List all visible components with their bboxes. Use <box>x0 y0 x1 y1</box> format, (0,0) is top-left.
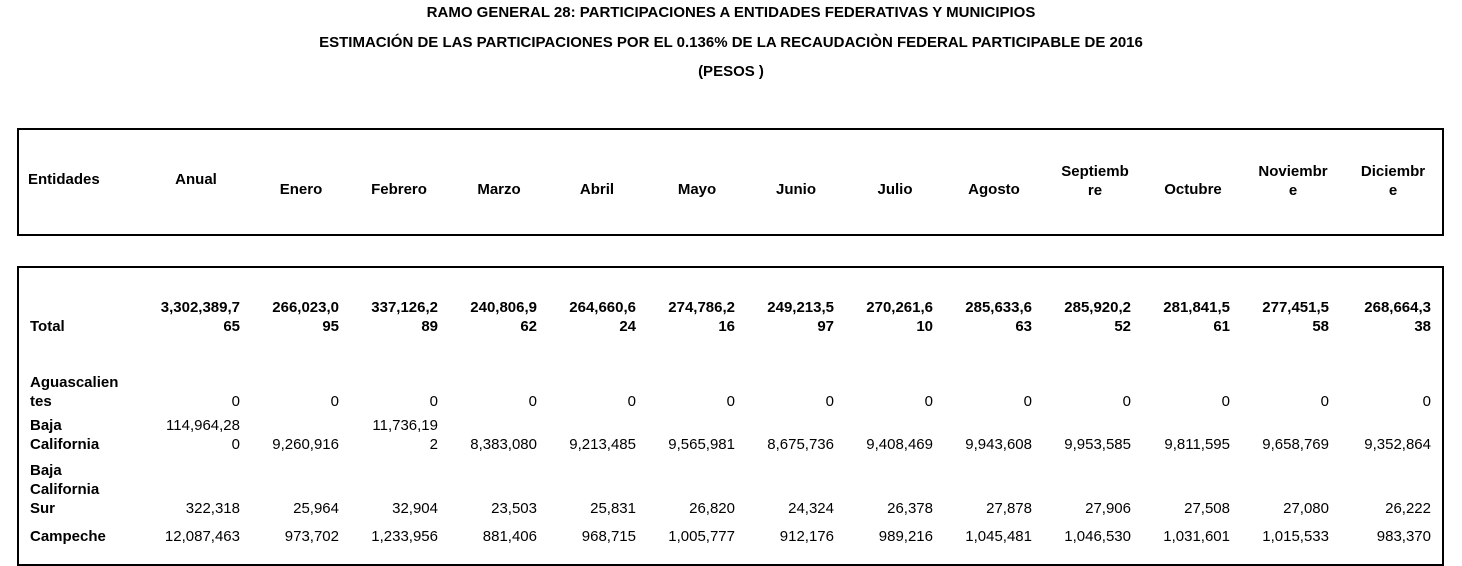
bc-mayo: 9,565,981 <box>668 436 735 453</box>
bc-septiembre: 9,953,585 <box>1064 436 1131 453</box>
total-octubre: 281,841,5 61 <box>1163 299 1230 335</box>
ags-julio: 0 <box>924 393 933 410</box>
row-entity-total: Total <box>30 318 65 335</box>
ags-agosto: 0 <box>1023 393 1032 410</box>
camp-junio: 912,176 <box>779 528 834 545</box>
header-enero: Enero <box>279 181 323 198</box>
bc-febrero: 11,736,19 2 <box>372 417 438 453</box>
bc-julio: 9,408,469 <box>866 436 933 453</box>
total-enero: 266,023,0 95 <box>272 299 339 335</box>
bc-abril: 9,213,485 <box>569 436 636 453</box>
camp-septiembre: 1,046,530 <box>1064 528 1131 545</box>
total-julio: 270,261,6 10 <box>866 299 933 335</box>
bcs-agosto: 27,878 <box>986 500 1032 517</box>
header-mayo: Mayo <box>677 181 717 198</box>
header-abril: Abril <box>579 181 615 198</box>
bcs-abril: 25,831 <box>590 500 636 517</box>
header-entidades: Entidades <box>28 171 100 188</box>
bcs-febrero: 32,904 <box>392 500 438 517</box>
total-marzo: 240,806,9 62 <box>470 299 537 335</box>
row-entity-baja-california-sur: Baja California Sur <box>30 462 100 517</box>
ags-enero: 0 <box>330 393 339 410</box>
camp-julio: 989,216 <box>878 528 933 545</box>
ags-diciembre: 0 <box>1422 393 1431 410</box>
ags-octubre: 0 <box>1221 393 1230 410</box>
report-units: (PESOS ) <box>698 63 764 80</box>
bc-anual: 114,964,28 0 <box>166 417 240 453</box>
camp-marzo: 881,406 <box>482 528 537 545</box>
header-agosto: Agosto <box>968 181 1020 198</box>
camp-agosto: 1,045,481 <box>965 528 1032 545</box>
ags-septiembre: 0 <box>1122 393 1131 410</box>
total-diciembre: 268,664,3 38 <box>1364 299 1431 335</box>
total-febrero: 337,126,2 89 <box>371 299 438 335</box>
camp-octubre: 1,031,601 <box>1163 528 1230 545</box>
bc-octubre: 9,811,595 <box>1164 436 1230 453</box>
total-agosto: 285,633,6 63 <box>965 299 1032 335</box>
bcs-septiembre: 27,906 <box>1085 500 1131 517</box>
camp-enero: 973,702 <box>284 528 339 545</box>
camp-anual: 12,087,463 <box>164 528 240 545</box>
bcs-mayo: 26,820 <box>689 500 735 517</box>
bc-diciembre: 9,352,864 <box>1364 436 1431 453</box>
total-anual: 3,302,389,7 65 <box>160 299 240 335</box>
bcs-enero: 25,964 <box>293 500 339 517</box>
bc-enero: 9,260,916 <box>272 436 339 453</box>
bcs-anual: 322,318 <box>185 500 240 517</box>
bcs-diciembre: 26,222 <box>1385 500 1431 517</box>
bcs-junio: 24,324 <box>788 500 834 517</box>
total-septiembre: 285,920,2 52 <box>1064 299 1131 335</box>
header-octubre: Octubre <box>1164 181 1222 198</box>
camp-febrero: 1,233,956 <box>371 528 438 545</box>
row-entity-baja-california: Baja California <box>30 417 100 453</box>
ags-anual: 0 <box>231 393 240 410</box>
total-noviembre: 277,451,5 58 <box>1262 299 1329 335</box>
total-abril: 264,660,6 24 <box>569 299 636 335</box>
header-noviembre: Noviembr e <box>1258 163 1328 199</box>
bc-marzo: 8,383,080 <box>470 436 537 453</box>
ags-abril: 0 <box>627 393 636 410</box>
total-junio: 249,213,5 97 <box>767 299 834 335</box>
header-anual: Anual <box>175 171 217 188</box>
bcs-noviembre: 27,080 <box>1283 500 1329 517</box>
table-header-box <box>17 128 1444 236</box>
ags-mayo: 0 <box>726 393 735 410</box>
bcs-julio: 26,378 <box>887 500 933 517</box>
header-junio: Junio <box>776 181 816 198</box>
camp-mayo: 1,005,777 <box>668 528 735 545</box>
bc-noviembre: 9,658,769 <box>1262 436 1329 453</box>
report-subtitle: ESTIMACIÓN DE LAS PARTICIPACIONES POR EL… <box>319 34 1143 51</box>
ags-marzo: 0 <box>528 393 537 410</box>
ags-noviembre: 0 <box>1320 393 1329 410</box>
bcs-octubre: 27,508 <box>1184 500 1230 517</box>
row-entity-campeche: Campeche <box>30 528 106 545</box>
total-mayo: 274,786,2 16 <box>668 299 735 335</box>
header-febrero: Febrero <box>371 181 427 198</box>
bc-agosto: 9,943,608 <box>965 436 1032 453</box>
camp-noviembre: 1,015,533 <box>1262 528 1329 545</box>
ags-febrero: 0 <box>429 393 438 410</box>
ags-junio: 0 <box>825 393 834 410</box>
header-marzo: Marzo <box>477 181 521 198</box>
bcs-marzo: 23,503 <box>491 500 537 517</box>
header-septiembre: Septiemb re <box>1061 163 1129 199</box>
camp-diciembre: 983,370 <box>1376 528 1431 545</box>
row-entity-aguascalientes: Aguascalien tes <box>30 374 119 410</box>
bc-junio: 8,675,736 <box>767 436 834 453</box>
camp-abril: 968,715 <box>581 528 636 545</box>
report-title: RAMO GENERAL 28: PARTICIPACIONES A ENTID… <box>426 4 1036 21</box>
header-julio: Julio <box>877 181 913 198</box>
header-diciembre: Diciembr e <box>1360 163 1426 199</box>
